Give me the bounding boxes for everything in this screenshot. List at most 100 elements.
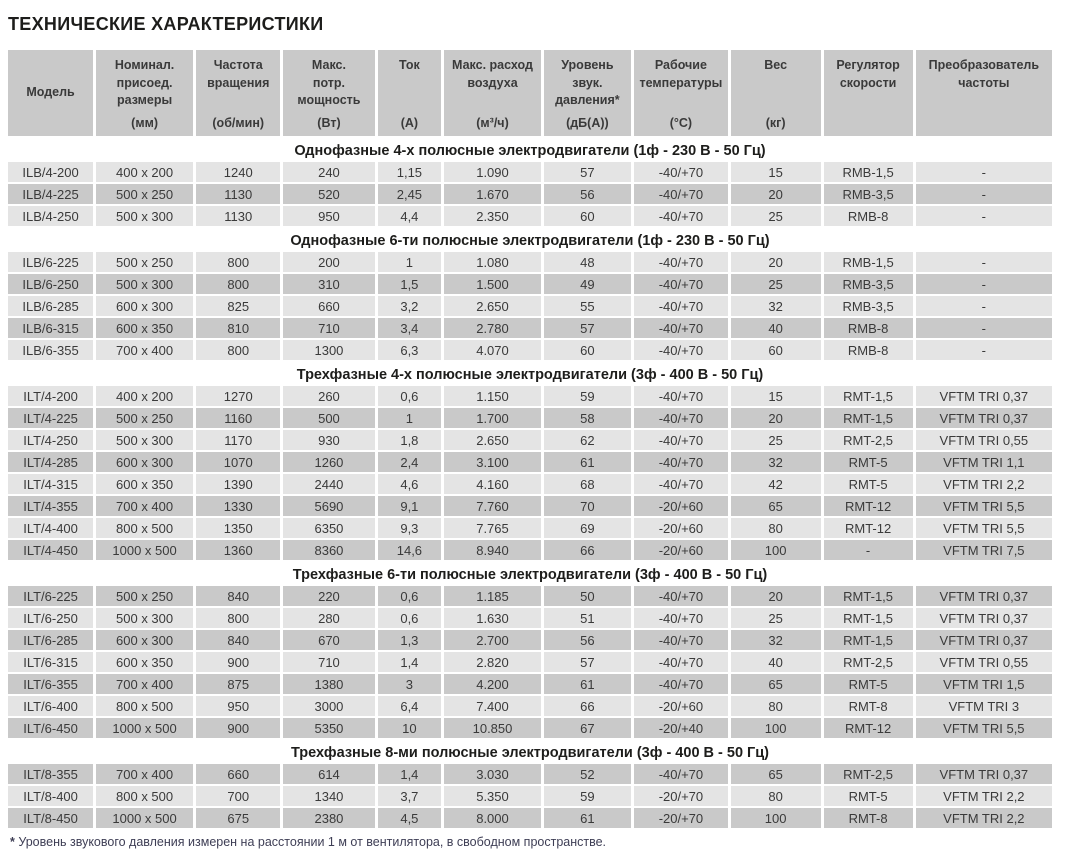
cell-converter: VFTM TRI 0,55: [915, 652, 1052, 672]
spec-row-ILT/4-315: ILT/4-315 600 x 350 1390 2440 4,6 4.160 68 -40/…: [8, 474, 1052, 494]
cell-regulator: RMB-1,5: [823, 252, 913, 272]
cell-temp: -40/+70: [634, 296, 728, 316]
cell-converter: -: [915, 274, 1052, 294]
cell-temp: -40/+70: [634, 474, 728, 494]
cell-current: 14,6: [377, 540, 442, 560]
cell-airflow: 5.350: [444, 786, 541, 806]
cell-rpm: 825: [196, 296, 281, 316]
cell-weight: 32: [730, 296, 821, 316]
cell-airflow: 2.650: [444, 296, 541, 316]
cell-noise: 59: [543, 786, 632, 806]
cell-noise: 70: [543, 496, 632, 516]
cell-current: 1,8: [377, 430, 442, 450]
cell-rpm: 950: [196, 696, 281, 716]
cell-weight: 80: [730, 786, 821, 806]
spec-row-ILT/8-450: ILT/8-450 1000 x 500 675 2380 4,5 8.000 61 -20/…: [8, 808, 1052, 828]
col-header-noise: Уровень звук. давления* (дБ(А)): [543, 50, 632, 136]
cell-temp: -40/+70: [634, 184, 728, 204]
cell-weight: 80: [730, 518, 821, 538]
cell-power: 1380: [283, 674, 375, 694]
cell-power: 520: [283, 184, 375, 204]
cell-temp: -40/+70: [634, 674, 728, 694]
cell-current: 9,3: [377, 518, 442, 538]
cell-size: 700 x 400: [96, 340, 194, 360]
spec-row-ILT/6-285: ILT/6-285 600 x 300 840 670 1,3 2.700 56 -40/+7…: [8, 630, 1052, 650]
cell-airflow: 7.400: [444, 696, 541, 716]
cell-converter: -: [915, 206, 1052, 226]
cell-size: 400 x 200: [96, 386, 194, 406]
section-title: Трехфазные 6-ти полюсные электродвигател…: [8, 562, 1052, 584]
cell-temp: -40/+70: [634, 608, 728, 628]
cell-size: 700 x 400: [96, 764, 194, 784]
spec-row-ILT/8-355: ILT/8-355 700 x 400 660 614 1,4 3.030 52 -40/+7…: [8, 764, 1052, 784]
cell-model: ILB/4-225: [8, 184, 94, 204]
cell-size: 700 x 400: [96, 496, 194, 516]
cell-converter: VFTM TRI 0,55: [915, 430, 1052, 450]
cell-airflow: 1.670: [444, 184, 541, 204]
cell-temp: -40/+70: [634, 162, 728, 182]
cell-size: 500 x 300: [96, 206, 194, 226]
cell-current: 2,4: [377, 452, 442, 472]
cell-temp: -40/+70: [634, 206, 728, 226]
cell-rpm: 800: [196, 252, 281, 272]
cell-model: ILB/6-355: [8, 340, 94, 360]
spec-row-ILB/6-315: ILB/6-315 600 x 350 810 710 3,4 2.780 57 -40/+7…: [8, 318, 1052, 338]
cell-model: ILB/6-315: [8, 318, 94, 338]
cell-power: 1260: [283, 452, 375, 472]
page-title: ТЕХНИЧЕСКИЕ ХАРАКТЕРИСТИКИ: [8, 14, 324, 34]
cell-regulator: RMT-1,5: [823, 608, 913, 628]
cell-regulator: RMT-1,5: [823, 386, 913, 406]
cell-rpm: 1330: [196, 496, 281, 516]
col-header-label: Макс. потр. мощность: [297, 58, 361, 107]
cell-temp: -40/+70: [634, 252, 728, 272]
cell-current: 6,3: [377, 340, 442, 360]
cell-size: 500 x 250: [96, 408, 194, 428]
cell-rpm: 1160: [196, 408, 281, 428]
cell-current: 1,15: [377, 162, 442, 182]
cell-weight: 25: [730, 206, 821, 226]
cell-temp: -40/+70: [634, 340, 728, 360]
cell-airflow: 2.700: [444, 630, 541, 650]
cell-regulator: RMB-8: [823, 318, 913, 338]
cell-model: ILT/8-450: [8, 808, 94, 828]
col-header-unit: (кг): [765, 115, 786, 130]
cell-airflow: 3.030: [444, 764, 541, 784]
cell-rpm: 675: [196, 808, 281, 828]
col-header-unit: (А): [400, 115, 419, 130]
cell-weight: 25: [730, 608, 821, 628]
cell-airflow: 4.160: [444, 474, 541, 494]
cell-model: ILB/6-250: [8, 274, 94, 294]
cell-airflow: 8.940: [444, 540, 541, 560]
cell-noise: 51: [543, 608, 632, 628]
cell-converter: -: [915, 162, 1052, 182]
cell-power: 670: [283, 630, 375, 650]
col-header-unit: (м³/ч): [476, 115, 509, 130]
section-title: Трехфазные 4-х полюсные электродвигатели…: [8, 362, 1052, 384]
cell-rpm: 875: [196, 674, 281, 694]
cell-size: 1000 x 500: [96, 718, 194, 738]
cell-size: 500 x 300: [96, 274, 194, 294]
cell-current: 0,6: [377, 586, 442, 606]
cell-regulator: RMT-1,5: [823, 630, 913, 650]
col-header-unit: (Вт): [317, 115, 341, 130]
cell-regulator: -: [823, 540, 913, 560]
cell-converter: -: [915, 318, 1052, 338]
cell-model: ILT/6-285: [8, 630, 94, 650]
cell-temp: -40/+70: [634, 586, 728, 606]
col-header-label: Вес: [764, 58, 788, 72]
cell-current: 3,7: [377, 786, 442, 806]
col-header-unit: (мм): [131, 115, 158, 130]
spec-row-ILB/6-285: ILB/6-285 600 x 300 825 660 3,2 2.650 55 -40/+7…: [8, 296, 1052, 316]
cell-noise: 68: [543, 474, 632, 494]
cell-converter: VFTM TRI 0,37: [915, 608, 1052, 628]
col-header-label: Уровень звук. давления*: [555, 58, 620, 107]
spec-row-ILB/4-250: ILB/4-250 500 x 300 1130 950 4,4 2.350 60 -40/+…: [8, 206, 1052, 226]
cell-power: 310: [283, 274, 375, 294]
footnote-text: Уровень звукового давления измерен на ра…: [14, 835, 607, 849]
cell-model: ILT/4-450: [8, 540, 94, 560]
cell-converter: -: [915, 252, 1052, 272]
spec-row-ILB/4-225: ILB/4-225 500 x 250 1130 520 2,45 1.670 56 -40/…: [8, 184, 1052, 204]
section-band: Однофазные 6-ти полюсные электродвигател…: [8, 228, 1052, 250]
cell-noise: 61: [543, 808, 632, 828]
cell-converter: VFTM TRI 2,2: [915, 474, 1052, 494]
